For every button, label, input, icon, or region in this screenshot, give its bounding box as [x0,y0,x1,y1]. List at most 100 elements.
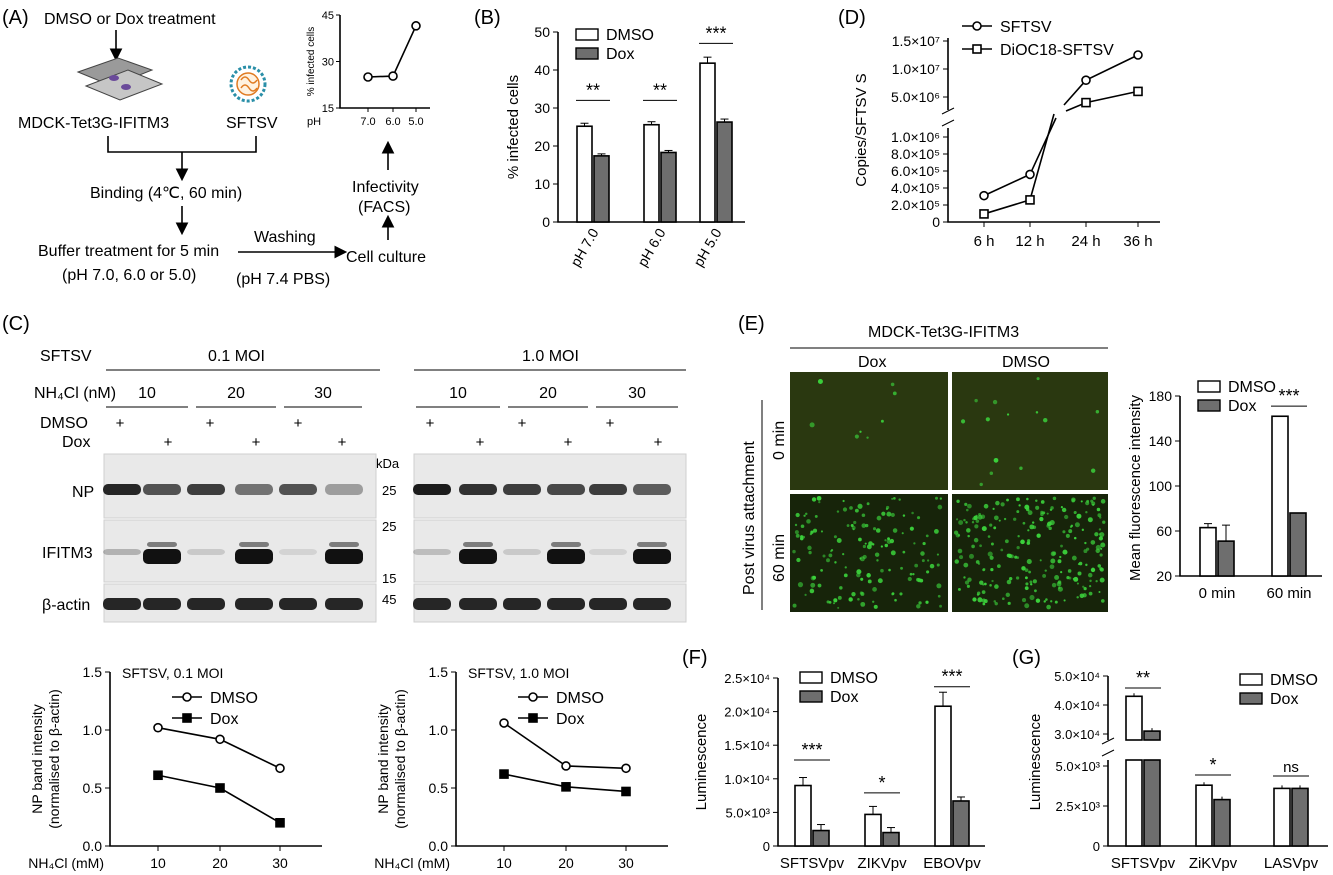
fluorescent-cell [977,562,981,565]
fluorescent-cell [888,568,891,572]
fluorescent-cell [1087,517,1093,523]
y-tick-label: 5.0×10⁶ [891,89,940,105]
y-axis-label: Mean fluorescence intensity [1127,395,1144,581]
fluorescent-cell [828,553,833,558]
fluorescent-cell [911,511,914,515]
significance-label: *** [941,667,962,687]
band-actin [459,598,497,610]
fluorescent-cell [875,528,881,533]
fluorescent-cell [921,559,925,563]
chart-c-01moi: 0.0 0.5 1.0 1.5 10 20 30 NH₄Cl (mM) SFTSV, 0.1 M… [28,664,322,871]
fluorescent-cell [1006,413,1010,416]
band-ifitm3 [547,549,585,564]
fluorescent-cell [1098,528,1102,531]
y-axis-label: (normalised to β-actin) [46,689,62,829]
fluorescent-cell [974,398,978,403]
fluorescent-cell [1056,581,1062,587]
y-tick-label: 5.0×10³ [726,805,771,820]
fluorescent-cell [965,521,968,524]
fluorescent-cell [1052,551,1057,556]
fluorescent-cell [861,513,866,517]
fluorescent-cell [884,539,887,542]
fluorescent-cell [957,534,961,537]
fluorescent-cell [1051,582,1057,588]
legend-swatch-dox [1239,692,1263,705]
fluorescent-cell [1029,594,1035,601]
band-np [279,484,317,495]
fluorescent-cell [1074,522,1080,528]
x-tick-label: EBOVpv [923,855,981,872]
x-prefix-label: pH [307,116,321,128]
fluorescent-cell [1035,411,1039,414]
y-tick-label: 1.5×10⁴ [724,738,770,753]
fluorescent-cell [939,497,943,500]
y-tick-label: 6.0×10⁵ [891,163,940,179]
fluorescent-cell [843,573,848,578]
fluorescent-cell [1040,500,1045,504]
band-actin [187,598,225,610]
fluorescent-cell [1036,377,1040,381]
panel-label-d: (D) [838,7,866,29]
fluorescent-cell [985,417,990,422]
fluorescent-cell [977,514,983,520]
fluorescent-cell [972,597,977,602]
fluorescent-cell [1040,510,1044,515]
data-point [499,769,509,779]
fluorescent-cell [832,602,836,605]
fluorescent-cell [917,578,922,583]
fluorescent-cell [1100,542,1106,548]
fluorescent-cell [1050,506,1054,510]
fluorescent-cell [964,580,970,585]
x-tick-label: 6.0 [385,116,400,128]
panel-label-e: (E) [738,313,765,335]
fluorescent-cell [1024,568,1029,572]
legend-label-dmso: DMSO [1228,379,1276,396]
fluorescent-cell [957,548,963,554]
band-ifitm3 [235,549,273,564]
fluorescent-cell [1099,566,1103,571]
fluorescent-cell [817,379,823,385]
dmso-plus: + [426,415,435,432]
data-point [621,763,631,774]
band-actin [279,598,317,610]
y-axis-label: Copies/SFTSV S [853,73,870,186]
row-60min-label: 60 min [771,534,788,582]
fluorescent-cell [960,419,966,424]
y-tick-label: 4.0×10⁴ [1054,698,1100,713]
fluorescent-cell [813,528,818,533]
fluorescent-cell [925,534,929,538]
fluorescent-cell [830,550,833,553]
band-actin [235,598,273,610]
legend-label: Dox [556,711,584,728]
data-point [215,734,225,745]
data-point [621,786,631,797]
x-tick-label: ZIKVpv [857,855,907,872]
fluorescent-cell [1080,500,1083,503]
x-tick-label: 6 h [974,233,995,250]
fluorescent-cell [1046,604,1051,610]
significance-label: *** [1278,386,1299,406]
fluorescent-cell [811,497,817,502]
band-np [589,484,627,495]
fluorescent-cell [902,550,906,554]
conc-label: 30 [628,385,646,402]
marker-25-np: 25 [382,483,396,498]
panel-a: (A) DMSO or Dox treatment MDCK-Tet3G-IFI… [2,7,430,288]
fluorescent-cell [937,504,943,510]
fluorescent-cell [920,551,925,556]
data-point [1133,86,1143,97]
dox-plus: + [654,434,663,451]
fluorescent-cell [868,541,873,546]
fluorescent-cell [794,530,799,535]
legend-marker [182,713,192,723]
legend-swatch-dmso [1239,673,1263,686]
dmso-row-label: DMSO [40,415,88,432]
fluorescent-cell [976,593,980,596]
fluorescent-cell [933,528,939,534]
fluorescent-cell [881,511,886,516]
band-np [459,484,497,495]
chart-title: SFTSV, 1.0 MOI [468,665,569,681]
fluorescent-cell [890,382,895,387]
fluorescent-cell [1018,504,1021,507]
fluorescent-cell [842,507,848,512]
